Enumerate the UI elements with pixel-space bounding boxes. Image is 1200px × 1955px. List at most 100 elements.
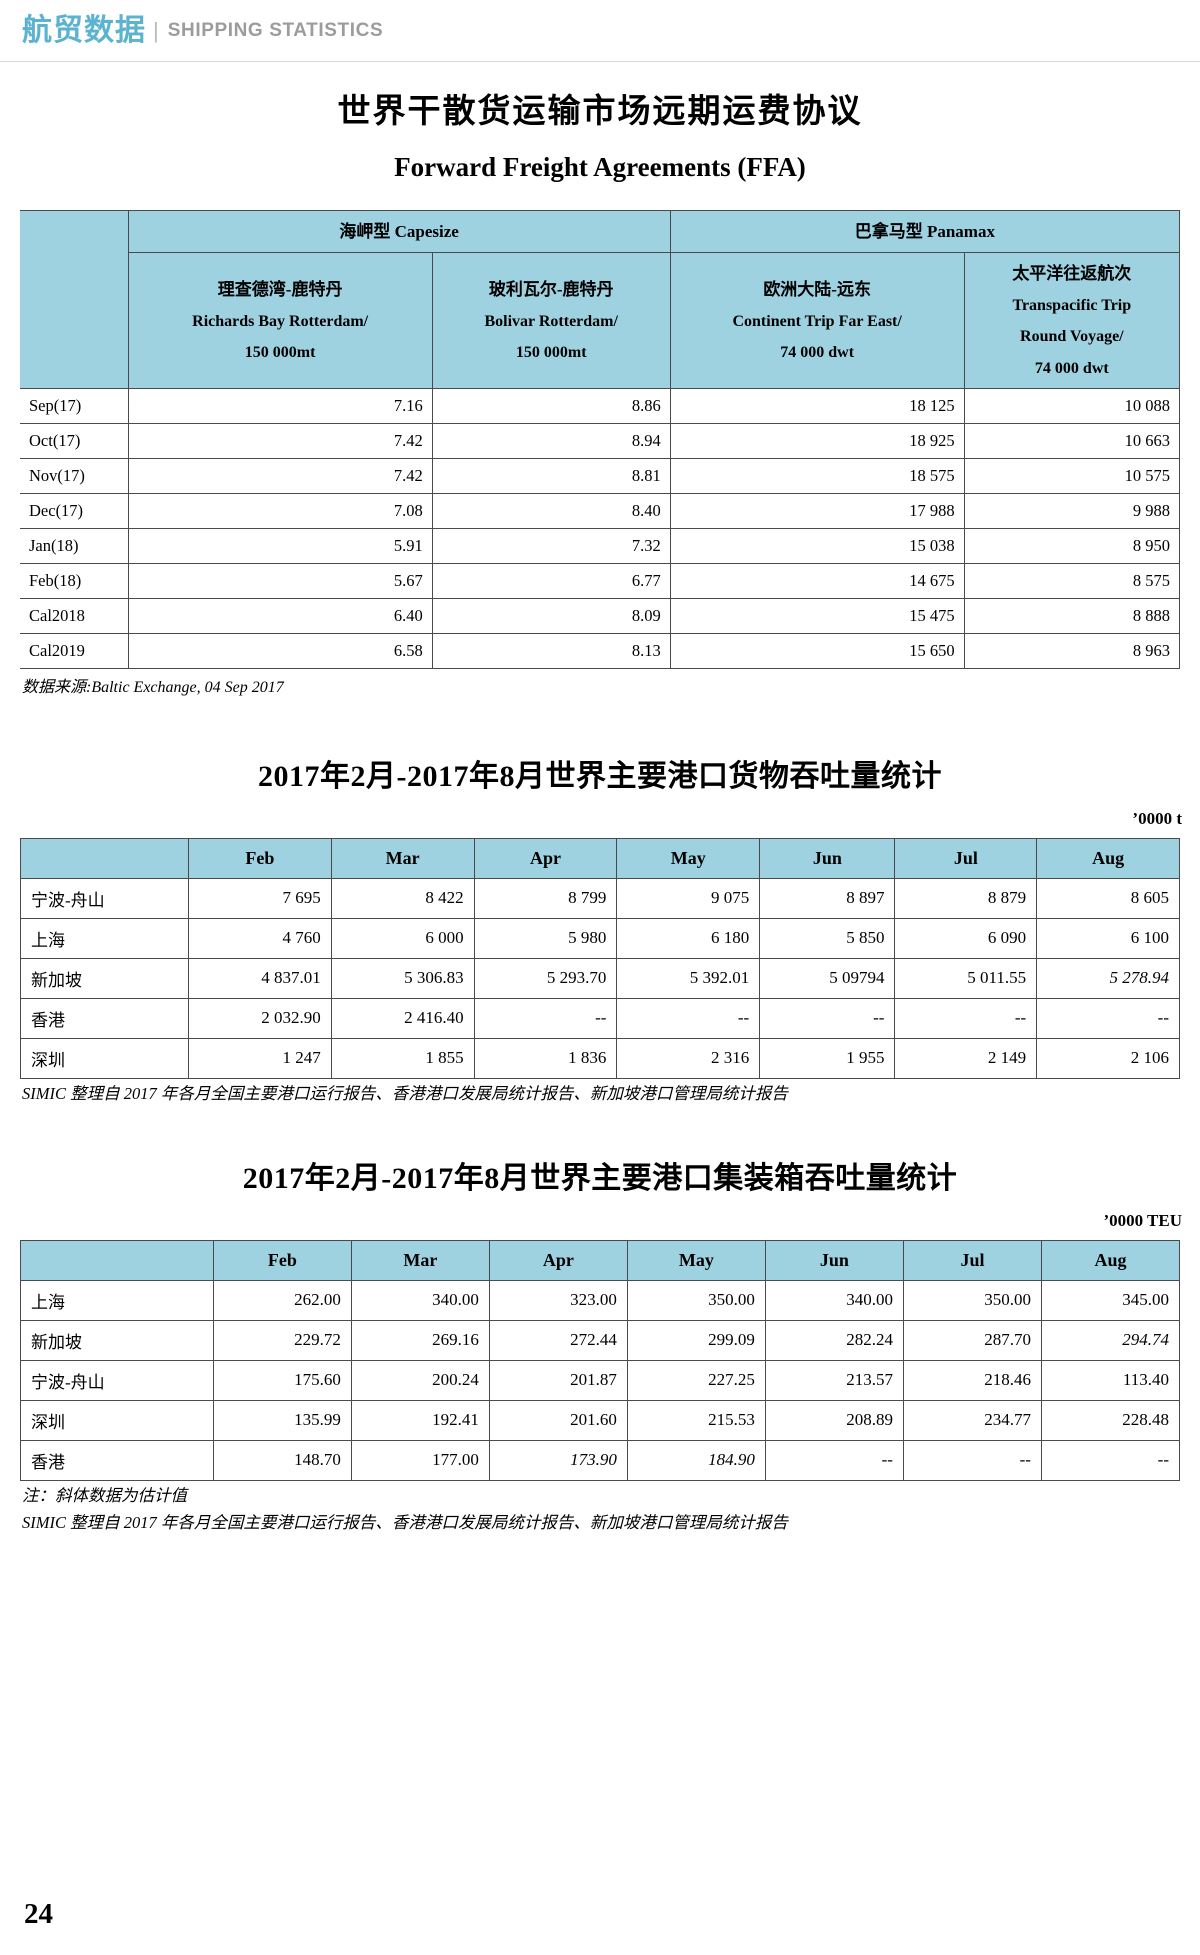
ffa-cell-value: 8 888	[963, 597, 1181, 634]
ffa-row-label: Dec(17)	[20, 492, 129, 529]
container-row-label: 深圳	[20, 1399, 214, 1441]
cargo-cell-value: 6 100	[1036, 917, 1180, 959]
cargo-cell-value: 6 000	[330, 917, 475, 959]
ffa-cell-value: 10 575	[963, 457, 1181, 494]
container-row-corner	[20, 1239, 214, 1281]
cargo-cell-value: --	[894, 997, 1038, 1039]
table-row: 新加坡 4 837.01 5 306.83 5 293.70 5 392.01 5 097…	[20, 957, 1180, 999]
container-row-col-aug: Aug	[1040, 1239, 1181, 1281]
ffa-cell-value: 8.09	[431, 597, 671, 634]
ffa-cell-value: 8.13	[431, 632, 671, 669]
ffa-cell-value: 17 988	[669, 492, 965, 529]
ffa-group-capesize: 海岬型 Capesize	[127, 209, 671, 254]
ffa-cell-value: 7.42	[127, 422, 433, 459]
ffa-cell-value: 6.58	[127, 632, 433, 669]
cargo-cell-value: 6 090	[894, 917, 1038, 959]
brand-separator: |	[153, 17, 159, 43]
page-title-en: Forward Freight Agreements (FFA)	[394, 152, 806, 182]
table-row: Sep(17) 7.16 8.86 18 125 10 088	[20, 387, 1181, 424]
ffa-cell-value: 18 925	[669, 422, 965, 459]
cargo-cell-value: 5 09794	[759, 957, 896, 999]
container-cell-value: 208.89	[764, 1399, 904, 1441]
ffa-column-header-row: 理查德湾-鹿特丹 Richards Bay Rotterdam/ 150 000…	[20, 252, 1181, 389]
container-cell-value: 234.77	[902, 1399, 1042, 1441]
container-cell-value: 350.00	[902, 1279, 1042, 1321]
ffa-row-label: Feb(18)	[20, 562, 129, 599]
ffa-cell-value: 6.77	[431, 562, 671, 599]
cargo-cell-value: 8 605	[1036, 877, 1180, 919]
container-cell-value: 135.99	[212, 1399, 352, 1441]
container-cell-value: --	[1040, 1439, 1181, 1481]
ffa-cell-value: 8 950	[963, 527, 1181, 564]
container-cell-value: 340.00	[764, 1279, 904, 1321]
container-cell-value: --	[902, 1439, 1042, 1481]
container-cell-value: 229.72	[212, 1319, 352, 1361]
container-table-unit: ’0000 TEU	[1103, 1210, 1182, 1230]
table-row: 香港 148.70 177.00 173.90 184.90 -- -- --	[20, 1439, 1181, 1481]
ffa-col-richards-bay-cn: 理查德湾-鹿特丹	[217, 279, 343, 299]
ffa-cell-value: 9 988	[963, 492, 1181, 529]
cargo-cell-value: 5 293.70	[473, 957, 618, 999]
ffa-cell-value: 15 650	[669, 632, 965, 669]
ffa-col-continent-cn: 欧洲大陆-远东	[763, 279, 871, 299]
ffa-group-header-row: 海岬型 Capesize 巴拿马型 Panamax	[20, 209, 1181, 389]
container-row-label: 香港	[20, 1439, 214, 1481]
container-cell-value: 345.00	[1040, 1279, 1181, 1321]
table-row: Cal2019 6.58 8.13 15 650 8 963	[20, 632, 1181, 669]
table-row: Nov(17) 7.42 8.81 18 575 10 575	[20, 457, 1181, 494]
ffa-cell-value: 5.67	[127, 562, 433, 599]
table-row: 上海 4 760 6 000 5 980 6 180 5 850 6 090 6 100	[20, 917, 1180, 959]
container-row-col-may: May	[626, 1239, 766, 1281]
cargo-cell-value: --	[759, 997, 896, 1039]
container-cell-value: 184.90	[626, 1439, 766, 1481]
cargo-cell-value: 2 106	[1036, 1037, 1180, 1079]
cargo-row-col-aug: Aug	[1036, 837, 1180, 879]
container-footnote: SIMIC 整理自 2017 年各月全国主要港口运行报告、香港港口发展局统计报告…	[22, 1513, 788, 1533]
container-cell-value: 213.57	[764, 1359, 904, 1401]
cargo-cell-value: 8 897	[759, 877, 896, 919]
ffa-table-body: Sep(17) 7.16 8.86 18 125 10 088 Oct(17) 7.42 8.…	[20, 387, 1181, 669]
container-row-col-mar: Mar	[350, 1239, 490, 1281]
ffa-col-continent-en1: Continent Trip Far East/	[732, 312, 902, 330]
ffa-col-transpacific-en3: 74 000 dwt	[1034, 359, 1109, 377]
cargo-cell-value: 1 836	[473, 1037, 618, 1079]
container-cell-value: 269.16	[350, 1319, 490, 1361]
ffa-row-label: Cal2018	[20, 597, 129, 634]
ffa-cell-value: 7.16	[127, 387, 433, 424]
ffa-row-label: Jan(18)	[20, 527, 129, 564]
ffa-cell-value: 18 575	[669, 457, 965, 494]
container-row-col-jul: Jul	[902, 1239, 1042, 1281]
cargo-cell-value: 1 855	[330, 1037, 475, 1079]
cargo-cell-value: 1 247	[187, 1037, 332, 1079]
ffa-col-transpacific-en2: Round Voyage/	[1020, 328, 1124, 346]
cargo-cell-value: --	[1036, 997, 1180, 1039]
ffa-source-note: 数据来源:Baltic Exchange, 04 Sep 2017	[22, 678, 284, 696]
container-cell-value: 340.00	[350, 1279, 490, 1321]
cargo-row-label: 深圳	[20, 1037, 189, 1079]
container-estimate-note: 注：斜体数据为估计值	[22, 1485, 187, 1505]
container-cell-value: 201.87	[488, 1359, 628, 1401]
table-row: 宁波-舟山 175.60 200.24 201.87 227.25 213.57 218.4…	[20, 1359, 1181, 1401]
cargo-table-body: 宁波-舟山 7 695 8 422 8 799 9 075 8 897 8 879 8 605…	[20, 877, 1180, 1079]
table-row: Jan(18) 5.91 7.32 15 038 8 950	[20, 527, 1181, 564]
container-cell-value: 287.70	[902, 1319, 1042, 1361]
ffa-corner-cell	[20, 210, 129, 389]
cargo-cell-value: 7 695	[187, 877, 332, 919]
cargo-cell-value: 5 011.55	[894, 957, 1038, 999]
container-table-body: 上海 262.00 340.00 323.00 350.00 340.00 350.00 34…	[20, 1279, 1181, 1481]
ffa-table-wrapper: 海岬型 Capesize 巴拿马型 Panamax 理查德湾-鹿特丹 Richa…	[0, 209, 1200, 697]
cargo-row-col-mar: Mar	[330, 837, 475, 879]
ffa-cell-value: 7.42	[127, 457, 433, 494]
cargo-table-head: Feb Mar Apr May Jun Jul Aug	[20, 837, 1180, 879]
cargo-row-col-apr: Apr	[473, 837, 618, 879]
cargo-cell-value: 5 306.83	[330, 957, 475, 999]
ffa-cell-value: 8 963	[963, 632, 1181, 669]
container-cell-value: 299.09	[626, 1319, 766, 1361]
ffa-row-label: Cal2019	[20, 632, 129, 669]
ffa-col-bolivar-cn: 玻利瓦尔-鹿特丹	[488, 279, 614, 299]
cargo-cell-value: 2 316	[616, 1037, 761, 1079]
ffa-col-transpacific-en1: Transpacific Trip	[1012, 297, 1132, 315]
cargo-cell-value: 6 180	[616, 917, 761, 959]
ffa-cell-value: 10 088	[963, 387, 1181, 424]
page-title-cn: 世界干散货运输市场远期运费协议	[337, 94, 863, 130]
